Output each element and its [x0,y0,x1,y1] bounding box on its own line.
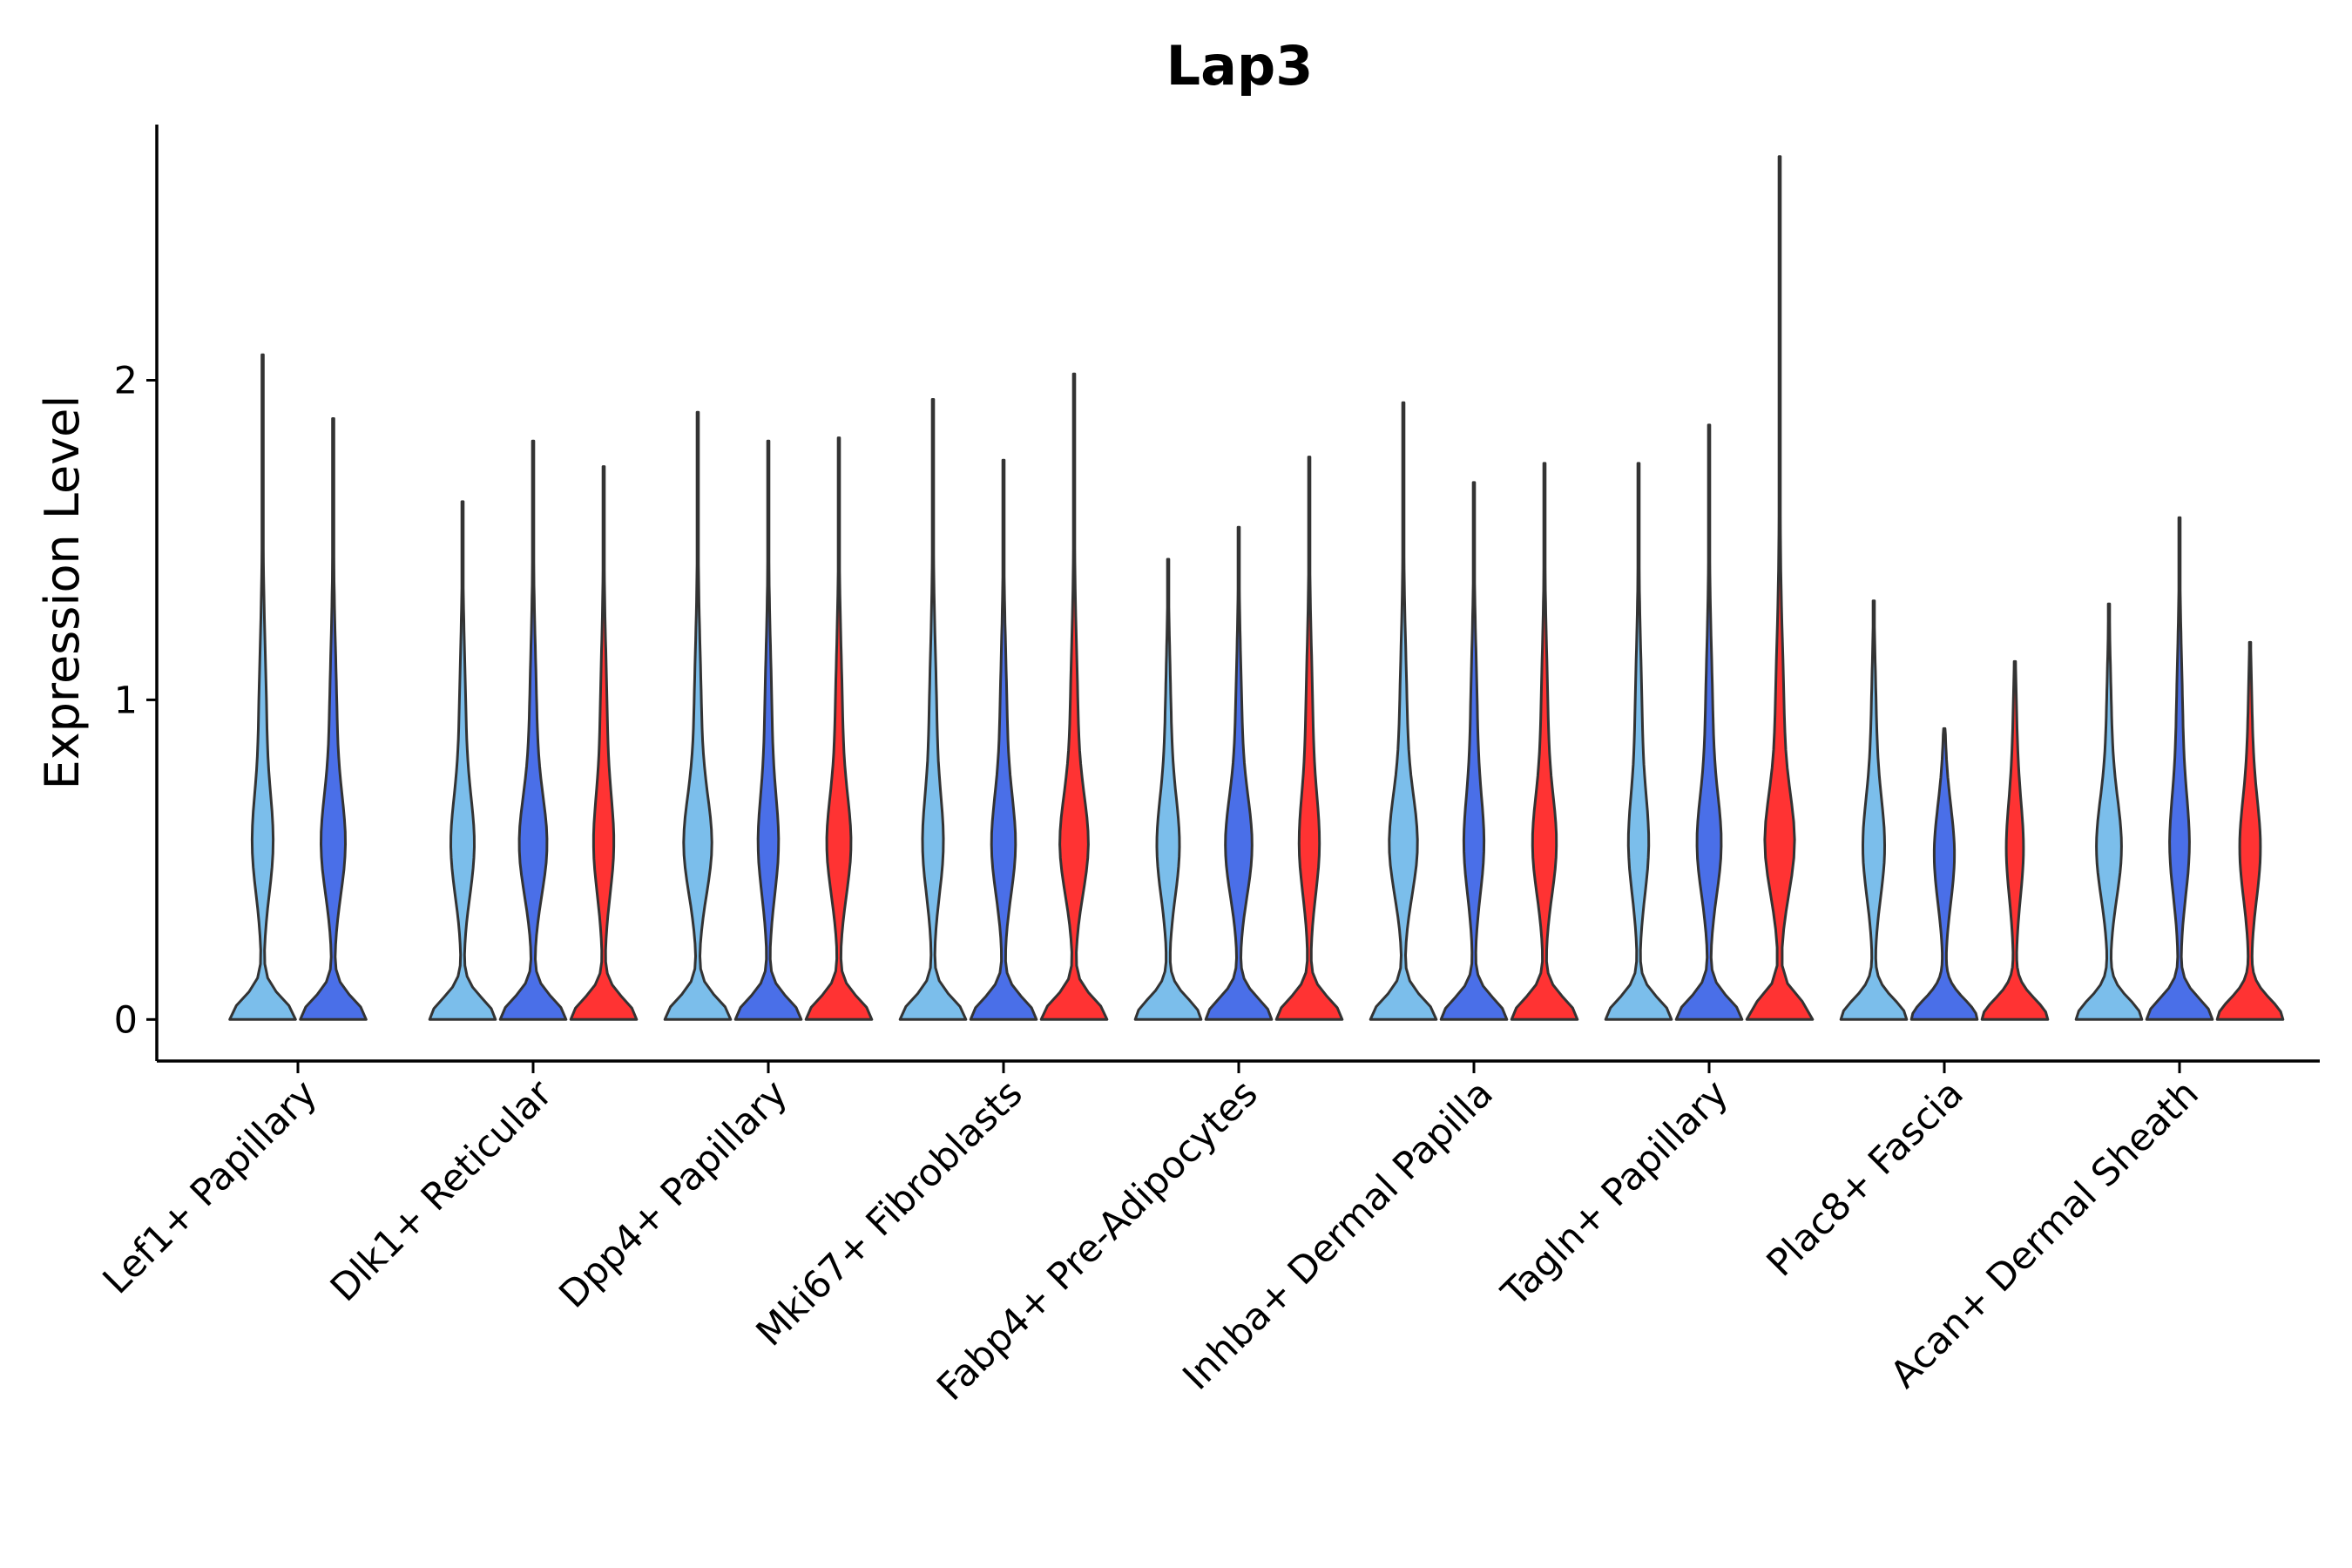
violin-condition-2 [498,439,568,1021]
violin-condition-3 [1980,659,2050,1021]
violin-condition-3 [2215,640,2285,1021]
x-tick-label: Dlk1+ Reticular [322,1071,561,1310]
violin-condition-3 [1745,155,1815,1021]
violin-condition-3 [804,436,874,1021]
violin-condition-3 [1274,456,1344,1021]
violin-condition-1 [663,410,733,1021]
y-axis-label: Expression Level [35,395,90,790]
violin-condition-2 [1909,727,1979,1021]
violin-condition-2 [1674,423,1744,1021]
y-tick-label: 0 [114,998,138,1042]
violin-condition-2 [733,439,803,1021]
violin-condition-3 [1510,462,1579,1021]
violin-condition-2 [969,458,1038,1021]
violin-condition-2 [299,417,368,1021]
y-tick-label: 1 [114,679,138,722]
y-tick-label: 2 [114,360,138,403]
violin-condition-2 [1204,525,1274,1021]
violin-condition-1 [228,353,297,1021]
x-tick-label: Dpp4+ Papillary [551,1071,796,1316]
violin-condition-2 [2145,516,2214,1021]
x-tick-label: Plac8+ Fascia [1759,1071,1972,1285]
x-tick-label: Tagln+ Papillary [1493,1071,1737,1315]
violin-condition-3 [1039,372,1109,1021]
violin-condition-1 [1369,401,1438,1021]
violin-condition-1 [1604,462,1673,1021]
violin-condition-2 [1439,481,1509,1021]
plot-area [228,155,2285,1021]
chart-title: Lap3 [1166,34,1314,98]
violin-condition-1 [898,398,968,1021]
violin-condition-1 [428,500,497,1021]
violin-condition-1 [1839,599,1909,1021]
violin-condition-3 [569,465,639,1021]
violin-condition-1 [2074,602,2144,1021]
x-tick-label: Lef1+ Papillary [95,1071,326,1302]
x-tick-label: Mki67+ Fibroblasts [748,1071,1031,1355]
violin-condition-1 [1133,558,1203,1021]
